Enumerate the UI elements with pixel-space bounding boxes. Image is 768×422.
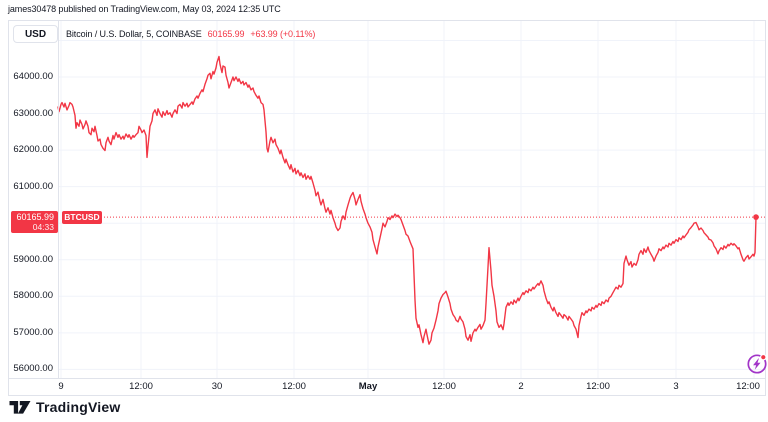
time-axis-label: 12:00 (129, 381, 153, 392)
last-price-dot (753, 214, 759, 220)
price-axis-label: 64000.00 (13, 71, 53, 82)
time-axis-separator (9, 378, 765, 379)
price-scale[interactable]: 64000.00 63000.00 62000.00 61000.00 59000.00… (9, 21, 58, 378)
price-axis-label: 61000.00 (13, 180, 53, 192)
time-axis-label: 12:00 (282, 381, 306, 392)
currency-toggle-button[interactable]: USD (13, 25, 58, 43)
tradingview-logo-text: TradingView (36, 399, 121, 415)
time-axis-label: 30 (211, 381, 223, 392)
time-axis-label: 3 (673, 381, 679, 392)
price-axis-label: 63000.00 (13, 107, 53, 119)
time-axis-label: 12:00 (736, 381, 760, 392)
time-axis-label: May (358, 381, 378, 392)
attribution-text: james30478 published on TradingView.com,… (8, 4, 281, 14)
legend-change: +63.99 (+0.11%) (250, 29, 316, 39)
price-axis-separator (58, 21, 59, 378)
chart-legend: USD Bitcoin / U.S. Dollar, 5, COINBASE 6… (13, 25, 315, 43)
gridlines (58, 21, 765, 378)
price-axis-label: 62000.00 (13, 144, 53, 156)
price-axis-label: 56000.00 (13, 363, 53, 375)
time-scale[interactable]: 9 12:00 30 12:00 May 12:00 2 12:00 3 12:00 (9, 379, 765, 395)
chart-frame: 64000.00 63000.00 62000.00 61000.00 59000.00… (8, 20, 768, 396)
tradingview-logo-icon (9, 400, 31, 414)
tradingview-branding[interactable]: TradingView (9, 399, 120, 415)
bar-countdown: 04:33 (32, 222, 54, 233)
price-axis-label: 59000.00 (13, 253, 53, 265)
lightning-bolt-icon (747, 353, 767, 374)
legend-last-price: 60165.99 (207, 29, 245, 39)
price-axis-label: 58000.00 (13, 290, 53, 302)
current-price-label: 60165.99 04:33 (11, 210, 58, 233)
price-axis-label: 57000.00 (13, 326, 53, 338)
symbol-description: Bitcoin / U.S. Dollar, 5, COINBASE (66, 29, 202, 39)
symbol-legend: Bitcoin / U.S. Dollar, 5, COINBASE 60165… (66, 25, 315, 43)
time-axis-label: 9 (58, 381, 64, 392)
time-axis-label: 12:00 (586, 381, 610, 392)
price-series-line (57, 55, 757, 345)
time-axis-label: 2 (518, 381, 524, 392)
ideas-stamp-button[interactable] (745, 352, 768, 376)
symbol-price-badge: BTCUSD (62, 210, 102, 224)
time-axis-label: 12:00 (432, 381, 456, 392)
chart-canvas[interactable] (9, 21, 765, 395)
current-price-value: 60165.99 (16, 211, 54, 222)
